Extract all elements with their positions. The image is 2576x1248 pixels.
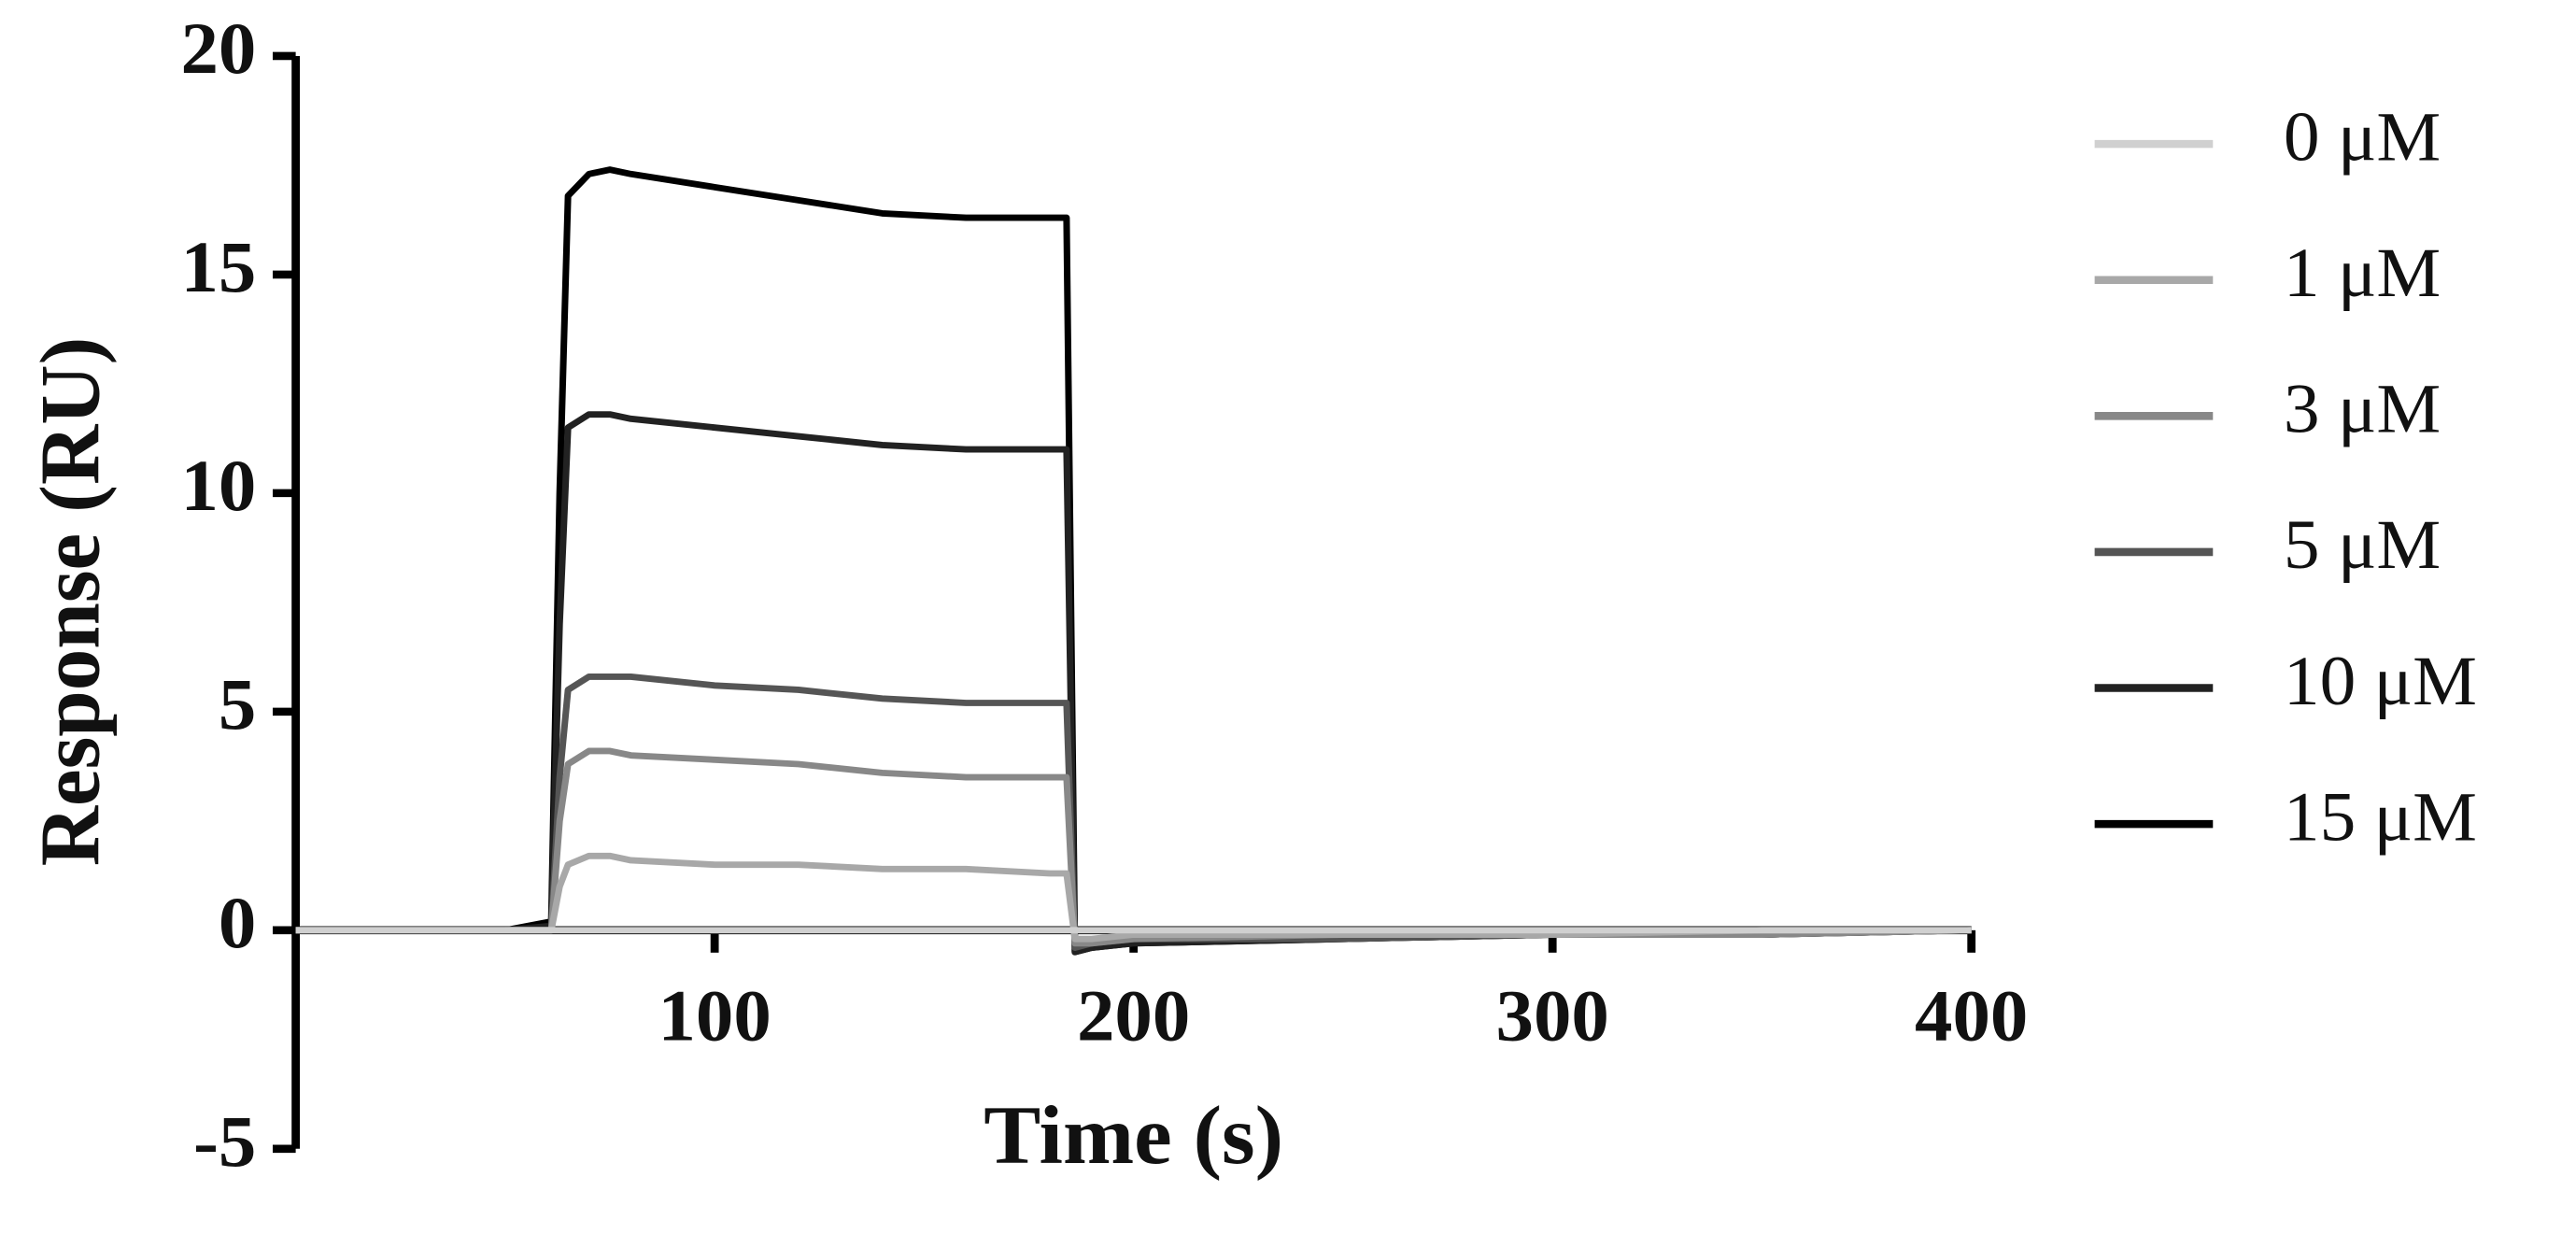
y-tick-label: 5 [219, 664, 256, 745]
x-tick-label: 400 [1915, 975, 2028, 1057]
legend-label: 10 μM [2284, 642, 2477, 720]
x-tick-label: 200 [1077, 975, 1190, 1057]
series-line [295, 852, 1972, 943]
y-tick-label: 15 [180, 227, 256, 308]
x-tick-label: 100 [658, 975, 771, 1057]
series-line [295, 166, 1972, 956]
series-line [295, 747, 1972, 947]
legend-label: 15 μM [2284, 777, 2477, 856]
legend-label: 5 μM [2284, 505, 2441, 584]
y-tick-label: 10 [180, 446, 256, 527]
y-tick-label: 0 [219, 883, 256, 964]
y-tick-label: -5 [193, 1101, 256, 1183]
x-tick-label: 300 [1496, 975, 1609, 1057]
series-line [295, 411, 1972, 956]
y-axis-title: Response (RU) [22, 337, 117, 866]
y-tick-label: 20 [180, 8, 256, 90]
legend-label: 1 μM [2284, 234, 2441, 312]
series-line [295, 674, 1972, 951]
x-axis-title: Time (s) [984, 1089, 1283, 1182]
legend-label: 3 μM [2284, 370, 2441, 448]
legend-label: 0 μM [2284, 97, 2441, 176]
